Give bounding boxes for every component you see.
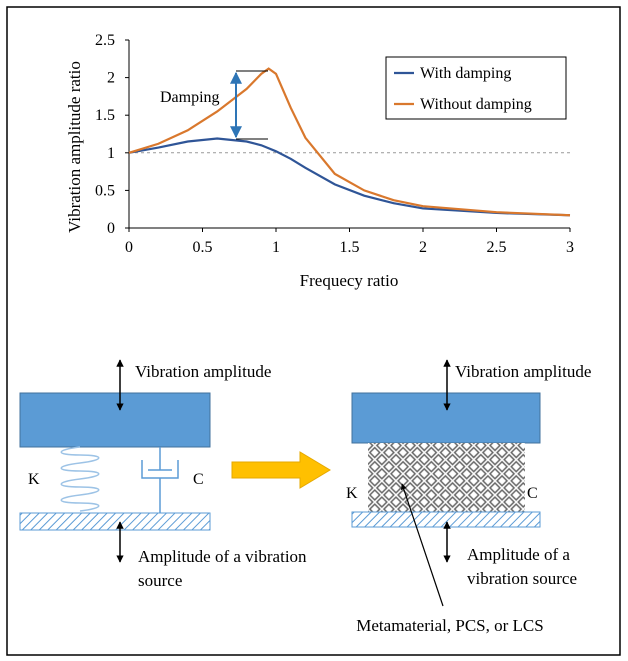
legend-label: Without damping — [420, 96, 532, 113]
legend-label: With damping — [420, 65, 511, 82]
callout: Metamaterial, PCS, or LCS — [356, 616, 543, 635]
label: K — [28, 471, 40, 488]
label: C — [527, 485, 538, 502]
y-tick-label: 0 — [107, 220, 115, 237]
base — [19, 512, 211, 531]
x-tick-label: 1.5 — [340, 239, 360, 256]
metamaterial — [368, 443, 525, 512]
x-tick-label: 1 — [272, 239, 280, 256]
label: vibration source — [467, 569, 577, 588]
x-tick-label: 2 — [419, 239, 427, 256]
series-line — [128, 137, 571, 217]
base — [351, 511, 541, 528]
chart: 0 0.5 1 1.5 2 2.5 0 0.5 1 1.5 2 2.5 3 With damping Wit… — [95, 32, 574, 256]
y-tick-label: 2 — [107, 70, 115, 87]
mass — [351, 392, 541, 444]
y-tick-label: 0.5 — [95, 182, 115, 199]
damper — [141, 447, 179, 513]
label: K — [346, 485, 358, 502]
label: C — [193, 471, 204, 488]
callout-line — [400, 483, 444, 607]
transform-arrow — [231, 451, 331, 489]
y-tick-label: 1.5 — [95, 107, 115, 124]
label: Amplitude of a vibration — [138, 547, 307, 566]
x-axis-label: Frequecy ratio — [300, 271, 399, 290]
series-line — [128, 67, 571, 217]
annotation: Damping — [160, 89, 220, 106]
x-tick-label: 2.5 — [487, 239, 507, 256]
mass — [19, 392, 211, 448]
right-diagram: Vibration amplitude K C Amplitude of a v… — [346, 359, 591, 635]
y-tick-label: 2.5 — [95, 32, 115, 49]
frame — [6, 6, 621, 656]
x-tick-label: 0.5 — [193, 239, 213, 256]
y-tick-label: 1 — [107, 145, 115, 162]
label: Amplitude of a — [467, 545, 570, 564]
x-tick-label: 0 — [125, 239, 133, 256]
spring — [60, 446, 100, 512]
legend-box — [385, 56, 567, 120]
label: Vibration amplitude — [455, 362, 591, 381]
left-diagram: Vibration amplitude K C Amplitude of a v… — [19, 359, 307, 590]
label: Vibration amplitude — [135, 362, 271, 381]
label: source — [138, 571, 182, 590]
y-axis-label: Vibration amplitude ratio — [65, 61, 84, 233]
x-tick-label: 3 — [566, 239, 574, 256]
